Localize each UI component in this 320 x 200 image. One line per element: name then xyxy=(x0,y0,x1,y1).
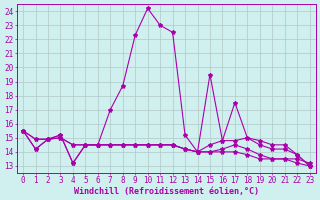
X-axis label: Windchill (Refroidissement éolien,°C): Windchill (Refroidissement éolien,°C) xyxy=(74,187,259,196)
